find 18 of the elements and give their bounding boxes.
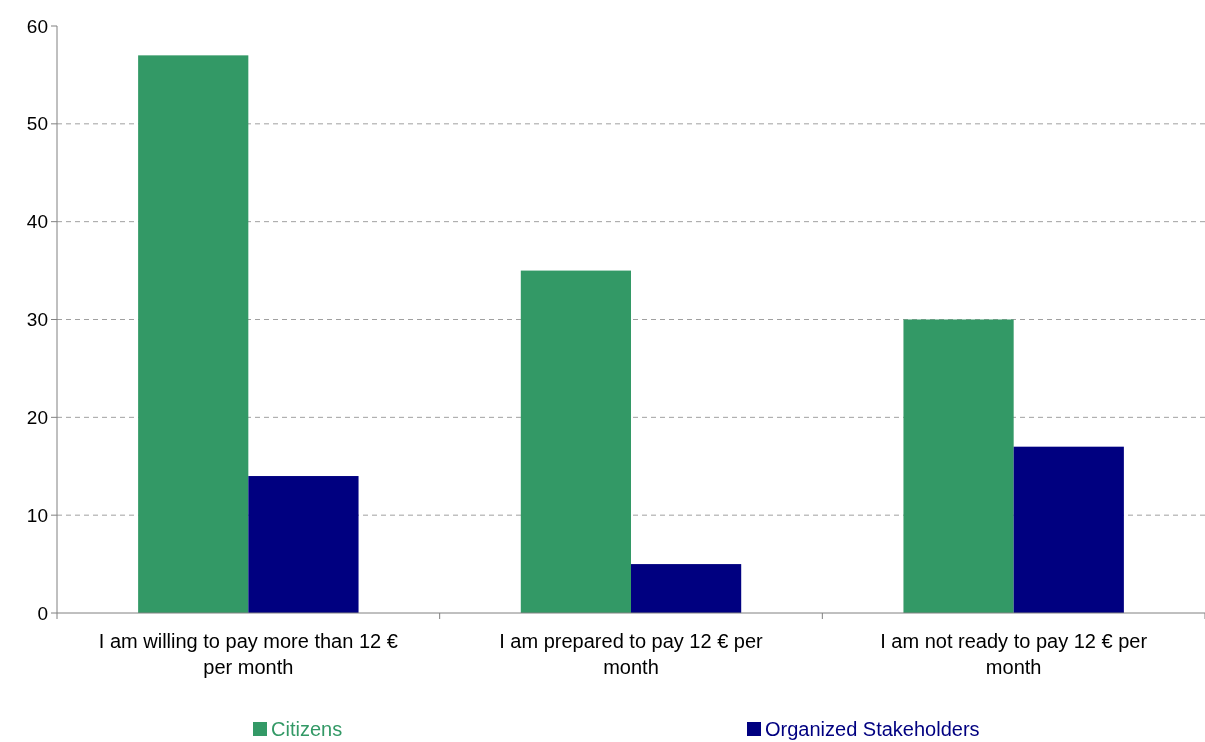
y-tick-label: 40 [26,211,48,233]
y-tick-label: 20 [26,406,48,428]
bar [520,270,631,613]
bar [903,319,1014,613]
y-tick-label: 60 [26,15,48,37]
x-tick-label: I am willing to pay more than 12 € per month [98,630,398,678]
y-tick-label: 10 [26,504,48,526]
legend-label: Citizens [271,718,343,740]
x-tick-label: I am prepared to pay 12 € per month [499,630,764,678]
bar [631,564,742,613]
y-tick-label: 50 [26,113,48,135]
legend-label: Organized Stakeholders [765,718,980,740]
bar [138,55,249,613]
bar [1013,446,1124,613]
bar [248,476,359,613]
y-tick-label: 0 [37,602,48,624]
x-tick-label: I am not ready to pay 12 € per month [880,630,1148,678]
y-tick-label: 30 [26,309,48,331]
